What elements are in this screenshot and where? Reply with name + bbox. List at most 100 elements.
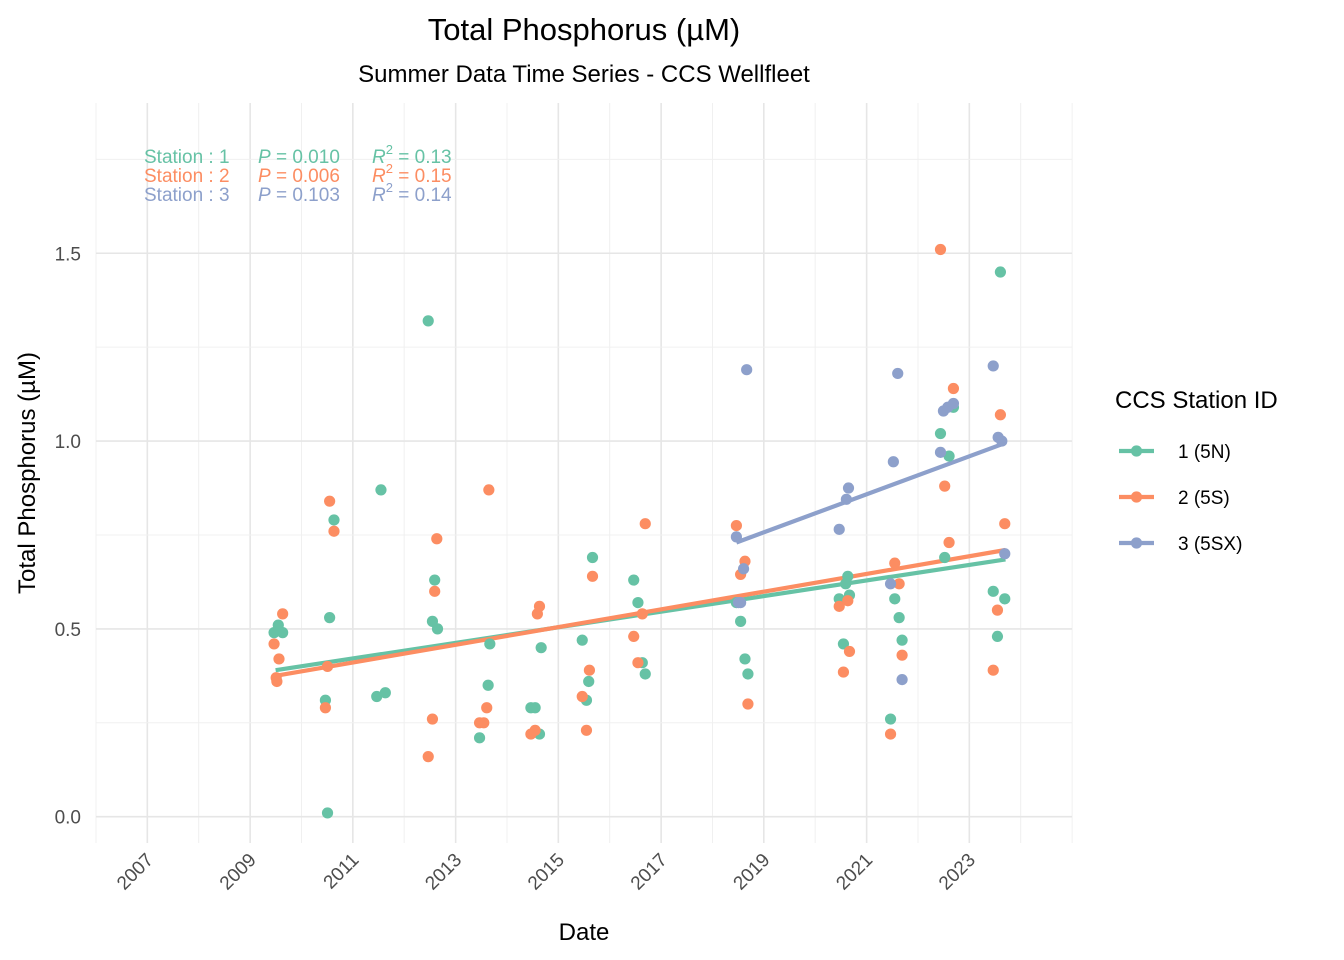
data-point-station-2 bbox=[730, 519, 742, 532]
grid-lines bbox=[95, 103, 1073, 843]
data-point-station-2 bbox=[843, 645, 856, 658]
data-point-station-2 bbox=[893, 578, 905, 590]
data-point-station-1 bbox=[943, 450, 955, 462]
data-point-station-3 bbox=[996, 435, 1008, 447]
data-point-station-2 bbox=[429, 585, 441, 597]
data-point-station-1 bbox=[321, 807, 334, 819]
data-point-station-2 bbox=[529, 724, 541, 736]
data-point-station-3 bbox=[741, 364, 753, 376]
data-point-station-2 bbox=[321, 660, 334, 673]
data-point-station-1 bbox=[583, 675, 595, 688]
y-tick-label: 0.0 bbox=[55, 808, 81, 829]
legend-key-point bbox=[1130, 537, 1143, 549]
data-point-station-2 bbox=[999, 518, 1011, 530]
data-point-station-1 bbox=[739, 653, 751, 665]
data-point-station-1 bbox=[632, 596, 644, 609]
data-point-station-3 bbox=[999, 548, 1011, 560]
data-point-station-2 bbox=[277, 608, 289, 620]
data-point-station-1 bbox=[893, 612, 905, 624]
legend-key-point bbox=[1130, 491, 1143, 503]
data-point-station-2 bbox=[842, 595, 854, 607]
data-point-station-3 bbox=[730, 531, 742, 543]
legend-label: 3 (5SX) bbox=[1178, 534, 1242, 555]
data-point-station-2 bbox=[742, 698, 754, 710]
data-point-station-1 bbox=[735, 615, 747, 627]
data-point-station-1 bbox=[529, 702, 541, 714]
data-point-station-1 bbox=[429, 574, 441, 586]
data-point-station-1 bbox=[375, 484, 387, 496]
data-point-station-2 bbox=[576, 690, 588, 703]
data-point-station-1 bbox=[896, 634, 908, 646]
chart-subtitle: Summer Data Time Series - CCS Wellfleet bbox=[358, 61, 810, 88]
y-tick-label: 0.5 bbox=[55, 620, 81, 641]
data-point-station-3 bbox=[987, 360, 999, 372]
data-point-station-1 bbox=[639, 668, 651, 680]
data-point-station-1 bbox=[379, 687, 391, 699]
data-point-station-2 bbox=[319, 702, 332, 714]
data-point-station-2 bbox=[632, 657, 644, 669]
data-point-station-1 bbox=[999, 593, 1011, 605]
data-point-station-2 bbox=[586, 570, 599, 582]
data-point-station-3 bbox=[737, 563, 750, 575]
data-point-station-3 bbox=[840, 493, 852, 505]
data-point-station-3 bbox=[887, 456, 899, 468]
data-point-station-3 bbox=[884, 578, 897, 590]
data-point-station-2 bbox=[431, 533, 443, 545]
data-point-station-2 bbox=[884, 728, 897, 740]
data-point-station-1 bbox=[328, 514, 340, 526]
data-point-station-1 bbox=[576, 634, 588, 646]
data-point-station-2 bbox=[628, 630, 640, 643]
data-point-station-3 bbox=[947, 397, 960, 410]
data-point-station-2 bbox=[328, 525, 340, 537]
data-point-station-1 bbox=[837, 638, 850, 650]
data-point-station-3 bbox=[735, 596, 747, 609]
data-point-station-1 bbox=[422, 315, 434, 327]
data-point-station-1 bbox=[842, 570, 854, 582]
data-point-station-1 bbox=[742, 668, 754, 680]
data-point-station-3 bbox=[842, 482, 855, 494]
data-point-station-2 bbox=[324, 495, 336, 507]
data-point-station-1 bbox=[934, 427, 947, 440]
data-point-station-2 bbox=[833, 600, 845, 612]
data-point-station-2 bbox=[271, 675, 283, 688]
y-tick-label: 1.5 bbox=[55, 244, 81, 265]
legend-label: 1 (5N) bbox=[1178, 442, 1231, 463]
data-point-station-1 bbox=[277, 627, 289, 639]
data-point-station-1 bbox=[884, 713, 897, 725]
data-point-station-2 bbox=[987, 664, 999, 676]
legend-key-point bbox=[1130, 445, 1143, 457]
data-point-station-2 bbox=[273, 653, 285, 665]
data-point-station-1 bbox=[994, 266, 1007, 278]
data-point-station-1 bbox=[482, 679, 494, 691]
data-point-station-2 bbox=[268, 638, 280, 650]
data-point-station-2 bbox=[896, 649, 908, 661]
data-point-station-2 bbox=[889, 557, 901, 569]
data-point-station-1 bbox=[586, 551, 599, 564]
data-point-station-2 bbox=[422, 751, 434, 763]
x-axis-title: Date bbox=[559, 919, 610, 946]
data-point-station-2 bbox=[481, 702, 493, 714]
data-point-station-3 bbox=[934, 446, 947, 458]
data-point-station-1 bbox=[324, 612, 336, 624]
data-point-station-2 bbox=[483, 484, 495, 496]
data-point-station-3 bbox=[896, 673, 908, 686]
chart-title: Total Phosphorus (µM) bbox=[428, 12, 740, 47]
data-point-station-3 bbox=[833, 523, 845, 535]
data-point-station-3 bbox=[892, 367, 904, 380]
data-point-station-1 bbox=[939, 551, 951, 564]
data-point-station-2 bbox=[478, 717, 490, 729]
data-point-station-2 bbox=[837, 666, 850, 678]
data-point-station-2 bbox=[939, 480, 951, 492]
data-point-station-2 bbox=[533, 600, 546, 612]
y-tick-label: 1.0 bbox=[55, 432, 81, 453]
data-point-station-2 bbox=[583, 664, 596, 676]
data-point-station-2 bbox=[639, 518, 651, 530]
data-point-station-2 bbox=[426, 713, 439, 725]
data-point-station-1 bbox=[431, 623, 444, 635]
data-point-station-1 bbox=[987, 585, 999, 597]
